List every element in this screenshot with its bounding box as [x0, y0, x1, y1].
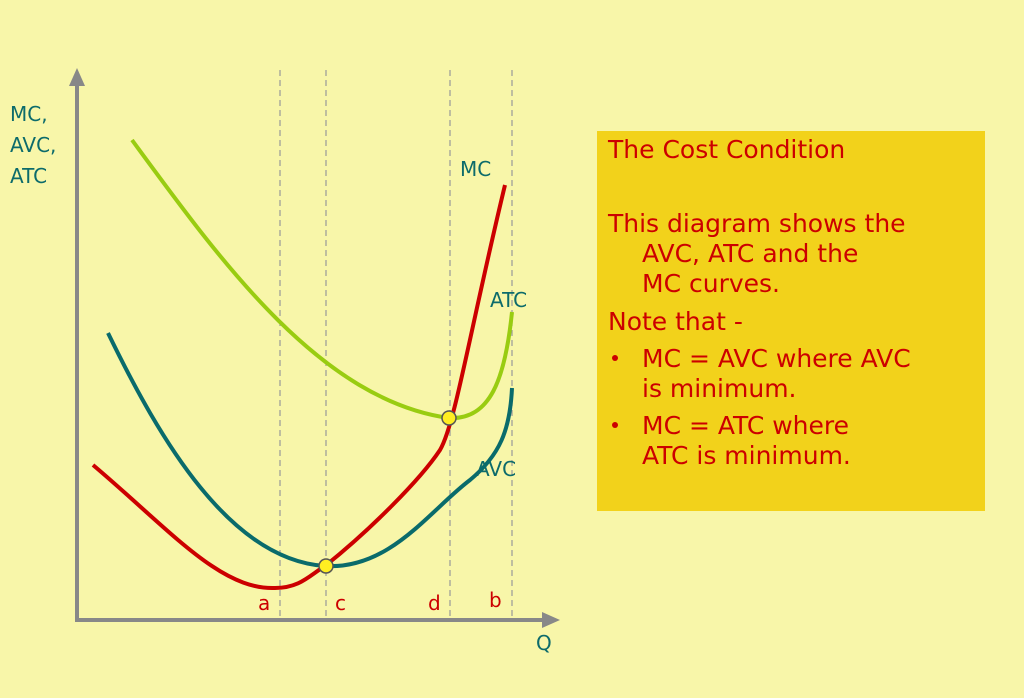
point-label: a — [258, 591, 270, 615]
text-box — [597, 131, 985, 511]
bullet-line: ATC is minimum. — [642, 441, 851, 470]
intersection-point — [318, 558, 334, 574]
intersection-point — [441, 410, 457, 426]
axes — [75, 82, 546, 622]
point-label: c — [335, 591, 346, 615]
paragraph-line: This diagram shows the — [607, 209, 906, 238]
atc-curve — [130, 138, 514, 421]
point-label: b — [489, 588, 502, 612]
bullet — [612, 355, 618, 361]
bullet — [612, 422, 618, 428]
note: Note that - — [608, 307, 743, 336]
box-title: The Cost Condition — [607, 135, 845, 164]
guide-lines — [279, 70, 513, 620]
avc-curve — [106, 332, 514, 569]
y-axis-label: AVC, — [10, 133, 56, 157]
text-box-content: The Cost Condition This diagram shows th… — [607, 135, 911, 470]
mc-curve — [91, 184, 507, 591]
bullet-line: MC = ATC where — [642, 411, 849, 440]
curve-label: MC — [460, 157, 491, 181]
paragraph-line: AVC, ATC and the — [642, 239, 858, 268]
bullet-line: MC = AVC where AVC — [642, 344, 911, 373]
x-arrow — [542, 612, 560, 628]
paragraph-line: MC curves. — [642, 269, 780, 298]
point-label: d — [428, 591, 441, 615]
curve-label: AVC — [476, 457, 516, 481]
y-axis-label: ATC — [10, 164, 47, 188]
bullet-line: is minimum. — [642, 374, 797, 403]
y-arrow — [69, 68, 85, 86]
y-axis-label: MC, — [10, 102, 48, 126]
x-axis-label: Q — [536, 631, 552, 655]
curve-label: ATC — [490, 288, 527, 312]
